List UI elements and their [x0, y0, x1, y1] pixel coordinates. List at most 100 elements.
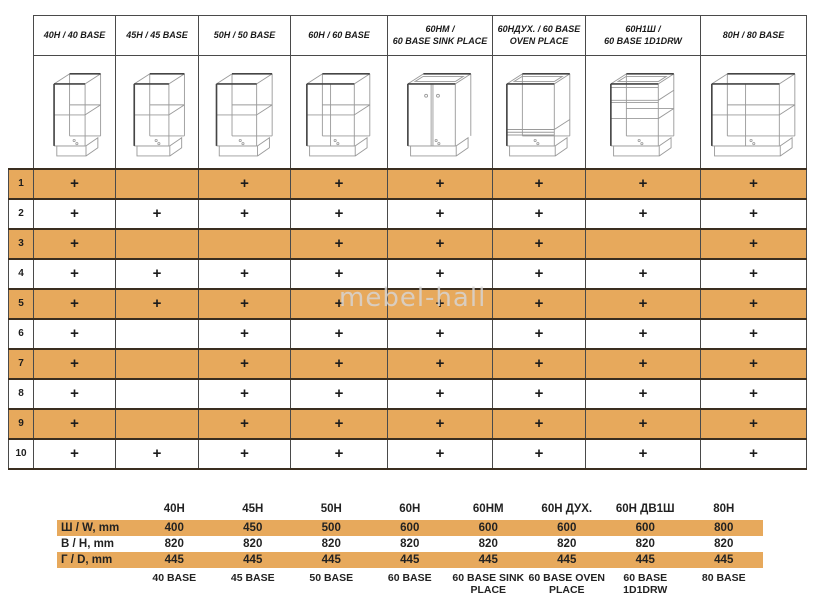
matrix-cell: + [585, 167, 701, 200]
wireframe-base-cabinet-60-icon [306, 72, 371, 157]
row-number: 5 [8, 287, 34, 320]
matrix-row: 6 + + + + + + + [8, 317, 807, 350]
column-header-60hm-sink: 60НМ / 60 BASE SINK PLACE [387, 15, 493, 56]
dim-col-header: 80Н [684, 497, 763, 520]
row-number: 1 [8, 167, 34, 200]
matrix-cell: + [585, 407, 701, 440]
matrix-cell: + [700, 167, 807, 200]
matrix-cell: + [198, 377, 291, 410]
dim-value: 445 [370, 552, 449, 568]
illustration-row [8, 55, 807, 169]
width-row: Ш / W, mm 400 450 500 600 600 600 600 80… [57, 520, 763, 536]
dim-value: 445 [606, 552, 685, 568]
sink-base-cabinet-icon [407, 72, 472, 157]
matrix-cell [115, 377, 199, 410]
base-name: 80 BASE [684, 568, 763, 604]
matrix-cell: + [492, 227, 586, 260]
matrix-row: 3 + + + + + [8, 227, 807, 260]
matrix-cell: + [198, 197, 291, 230]
matrix-cell: + [33, 197, 116, 230]
dim-col-header: 40Н [135, 497, 214, 520]
matrix-cell [115, 167, 199, 200]
matrix-cell: + [198, 437, 291, 470]
matrix-row: 9 + + + + + + + [8, 407, 807, 440]
matrix-cell: + [700, 197, 807, 230]
base-names-row: 40 BASE 45 BASE 50 BASE 60 BASE 60 BASE … [57, 568, 763, 604]
row-number: 6 [8, 317, 34, 350]
matrix-cell: + [290, 287, 388, 320]
matrix-cell: + [492, 167, 586, 200]
matrix-cell: + [492, 377, 586, 410]
dim-col-header: 50Н [292, 497, 371, 520]
row-number: 2 [8, 197, 34, 230]
row-number: 4 [8, 257, 34, 290]
row-number: 8 [8, 377, 34, 410]
row-number: 9 [8, 407, 34, 440]
column-header-60h-oven: 60НДУХ. / 60 BASE OVEN PLACE [492, 15, 586, 56]
dim-value: 820 [400, 538, 420, 550]
column-header-80h: 80Н / 80 BASE [700, 15, 807, 56]
dim-value: 600 [527, 520, 606, 536]
matrix-cell [115, 347, 199, 380]
dim-value: 600 [370, 520, 449, 536]
matrix-cell: + [290, 407, 388, 440]
matrix-cell: + [33, 317, 116, 350]
matrix-cell: + [585, 377, 701, 410]
column-header-50h: 50Н / 50 BASE [198, 15, 291, 56]
dim-col-header: 60НМ [449, 497, 528, 520]
matrix-cell: + [33, 377, 116, 410]
matrix-cell: + [115, 197, 199, 230]
dim-value: 800 [684, 520, 763, 536]
dim-value: 820 [164, 538, 184, 550]
matrix-cell: + [290, 257, 388, 290]
matrix-cell: + [700, 407, 807, 440]
matrix-cell: + [198, 347, 291, 380]
matrix-row: 2 + + + + + + + + [8, 197, 807, 230]
matrix-cell: + [198, 407, 291, 440]
matrix-cell: + [198, 167, 291, 200]
matrix-row: 4 + + + + + + + + [8, 257, 807, 290]
matrix-cell: + [585, 347, 701, 380]
matrix-cell: + [700, 347, 807, 380]
matrix-cell: + [387, 167, 493, 200]
dim-value: 820 [321, 538, 341, 550]
matrix-cell: + [290, 437, 388, 470]
matrix-cell: + [585, 437, 701, 470]
matrix-cell: + [700, 377, 807, 410]
row-number: 3 [8, 227, 34, 260]
dim-row-label-depth: Г / D, mm [57, 552, 135, 568]
matrix-cell: + [387, 257, 493, 290]
matrix-cell: + [387, 377, 493, 410]
oven-base-cabinet-icon [506, 72, 571, 157]
dim-value: 445 [292, 552, 371, 568]
base-name: 60 BASE OVEN PLACE [527, 568, 606, 604]
wireframe-base-cabinet-45-icon [133, 72, 185, 157]
dimensions-table: 40Н 45Н 50Н 60Н 60НМ 60Н ДУХ. 60Н ДВ1Ш 8… [57, 497, 763, 604]
matrix-cell: + [585, 317, 701, 350]
matrix-row: 5 + + + + + + + + [8, 287, 807, 320]
matrix-cell: + [387, 347, 493, 380]
corner-spacer [8, 55, 34, 169]
matrix-cell: + [290, 317, 388, 350]
column-header-60h-1d1drw: 60Н1Ш / 60 BASE 1D1DRW [585, 15, 701, 56]
matrix-cell: + [492, 347, 586, 380]
matrix-cell: + [492, 197, 586, 230]
matrix-cell: + [198, 257, 291, 290]
dim-value: 820 [478, 538, 498, 550]
dim-col-header: 60Н [370, 497, 449, 520]
matrix-cell: + [33, 347, 116, 380]
matrix-cell: + [387, 197, 493, 230]
matrix-cell: + [700, 227, 807, 260]
matrix-cell [115, 227, 199, 260]
matrix-cell: + [33, 167, 116, 200]
matrix-cell: + [115, 257, 199, 290]
dim-row-label-height: В / H, mm [61, 538, 115, 550]
matrix-cell: + [700, 257, 807, 290]
matrix-cell: + [115, 287, 199, 320]
matrix-cell: + [290, 227, 388, 260]
matrix-cell: + [33, 227, 116, 260]
row-number: 10 [8, 437, 34, 470]
matrix-cell: + [492, 287, 586, 320]
dim-col-header: 60Н ДВ1Ш [606, 497, 685, 520]
row-number: 7 [8, 347, 34, 380]
